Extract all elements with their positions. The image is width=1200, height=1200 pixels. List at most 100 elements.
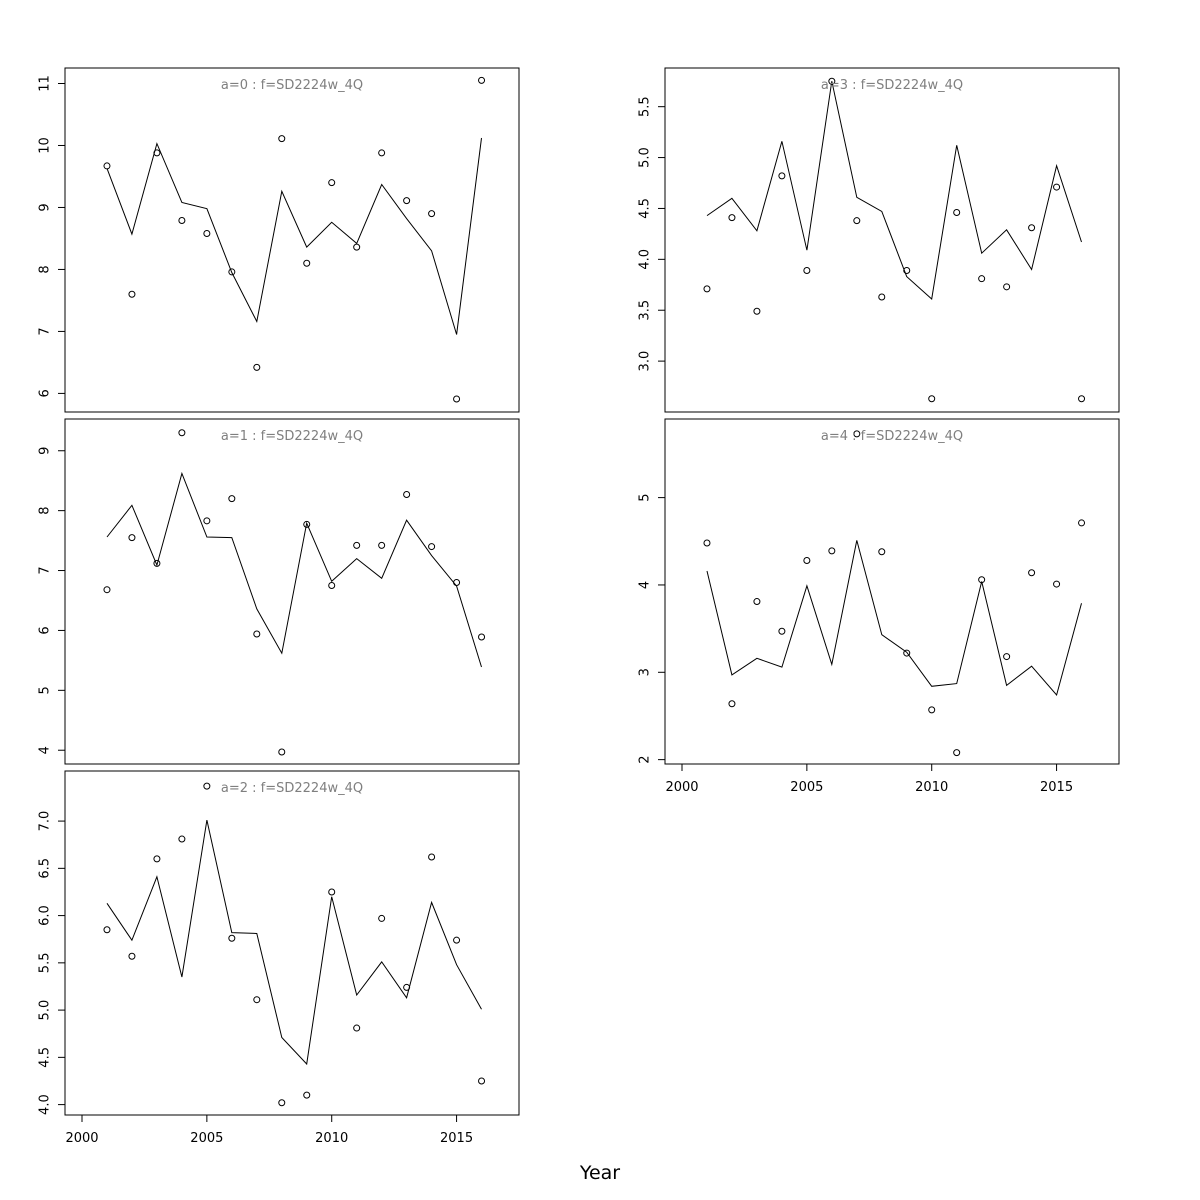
- observed-point: [1003, 283, 1011, 291]
- observed-point: [978, 275, 986, 283]
- y-tick-label: 4.0: [38, 1094, 53, 1115]
- observed-point: [328, 582, 336, 590]
- plot-frame: [664, 67, 1120, 413]
- y-tick-label: 3: [638, 668, 653, 676]
- observed-point: [453, 936, 461, 944]
- observed-point: [853, 430, 861, 438]
- y-tick-label: 10: [38, 137, 53, 154]
- observed-point: [228, 495, 236, 503]
- y-tick-label: 6: [38, 389, 53, 397]
- observed-point: [478, 1077, 486, 1085]
- observed-point: [353, 541, 361, 549]
- y-tick-label: 5: [38, 686, 53, 694]
- fitted-line: [106, 137, 482, 335]
- y-tick-label: 7: [38, 566, 53, 574]
- observed-point: [103, 926, 111, 934]
- y-tick-label: 3.0: [638, 351, 653, 372]
- observed-point: [303, 520, 311, 528]
- observed-point: [428, 210, 436, 218]
- observed-point: [378, 914, 386, 922]
- observed-point: [403, 197, 411, 205]
- y-tick-label: 4.0: [638, 249, 653, 270]
- observed-point: [403, 983, 411, 991]
- fitted-line: [706, 81, 1082, 300]
- observed-point: [303, 1091, 311, 1099]
- observed-point: [478, 633, 486, 641]
- observed-point: [253, 996, 261, 1004]
- plot-frame: [64, 67, 520, 413]
- observed-point: [703, 539, 711, 547]
- chart-panel-0: 6 7 8 9 10 11 a=0 : f=SD2224w_4Q: [38, 67, 520, 413]
- observed-point: [178, 835, 186, 843]
- observed-point: [328, 888, 336, 896]
- y-tick-label: 8: [38, 265, 53, 273]
- observed-point: [128, 290, 136, 298]
- observed-point: [253, 630, 261, 638]
- panel-label: a=2 : f=SD2224w_4Q: [221, 781, 363, 796]
- panel-label: a=3 : f=SD2224w_4Q: [821, 78, 963, 93]
- observed-point: [1028, 569, 1036, 577]
- observed-point: [203, 782, 211, 790]
- x-axis-title: Year: [579, 1162, 620, 1184]
- fitted-line: [706, 540, 1082, 697]
- observed-point: [378, 149, 386, 157]
- observed-point: [328, 179, 336, 187]
- observed-point: [253, 363, 261, 371]
- plot-frame: [64, 418, 520, 765]
- observed-point: [803, 556, 811, 564]
- x-tick-label: 2010: [915, 780, 948, 795]
- observed-point: [178, 429, 186, 437]
- x-tick-label: 2000: [665, 780, 698, 795]
- y-tick-label: 5.5: [638, 96, 653, 117]
- y-tick-label: 6: [38, 626, 53, 634]
- plot-frame: [664, 418, 1120, 765]
- observed-point: [128, 534, 136, 542]
- observed-point: [853, 217, 861, 225]
- observed-point: [803, 267, 811, 275]
- observed-point: [828, 77, 836, 85]
- observed-point: [303, 259, 311, 267]
- observed-point: [778, 172, 786, 180]
- observed-point: [278, 748, 286, 756]
- y-tick-label: 6.0: [38, 905, 53, 926]
- x-tick-label: 2000: [65, 1131, 98, 1146]
- observed-point: [378, 541, 386, 549]
- chart-panel-2: 4.0 4.5 5.0 5.5 6.0 6.5 7.0 2000 2005 2010 2015 a=2…: [38, 770, 520, 1146]
- panel-label: a=0 : f=SD2224w_4Q: [221, 78, 363, 93]
- observed-point: [1078, 395, 1086, 403]
- observed-point: [928, 706, 936, 714]
- y-tick-label: 4.5: [38, 1047, 53, 1068]
- observed-point: [428, 543, 436, 551]
- observed-point: [1053, 580, 1061, 588]
- x-tick-label: 2015: [1040, 780, 1073, 795]
- observed-point: [278, 1099, 286, 1107]
- y-tick-label: 8: [38, 507, 53, 515]
- observed-point: [728, 700, 736, 708]
- observed-point: [228, 268, 236, 276]
- y-tick-label: 5.5: [38, 953, 53, 974]
- x-tick-label: 2015: [440, 1131, 473, 1146]
- y-tick-label: 5.0: [38, 1000, 53, 1021]
- observed-point: [1028, 224, 1036, 232]
- y-tick-label: 5.0: [638, 147, 653, 168]
- observed-point: [778, 627, 786, 635]
- observed-point: [428, 853, 436, 861]
- y-tick-label: 4: [38, 746, 53, 754]
- observed-point: [953, 209, 961, 217]
- panel-label: a=4 : f=SD2224w_4Q: [821, 429, 963, 444]
- x-tick-label: 2010: [315, 1131, 348, 1146]
- observed-point: [878, 293, 886, 301]
- observed-point: [1053, 183, 1061, 191]
- observed-point: [478, 76, 486, 84]
- observed-point: [228, 934, 236, 942]
- observed-point: [353, 243, 361, 251]
- observed-point: [1003, 653, 1011, 661]
- observed-point: [103, 162, 111, 170]
- observed-point: [903, 267, 911, 275]
- observed-point: [828, 547, 836, 555]
- plot-frame: [64, 770, 520, 1116]
- fitted-line: [106, 819, 482, 1066]
- x-tick-label: 2005: [190, 1131, 223, 1146]
- y-tick-label: 3.5: [638, 300, 653, 321]
